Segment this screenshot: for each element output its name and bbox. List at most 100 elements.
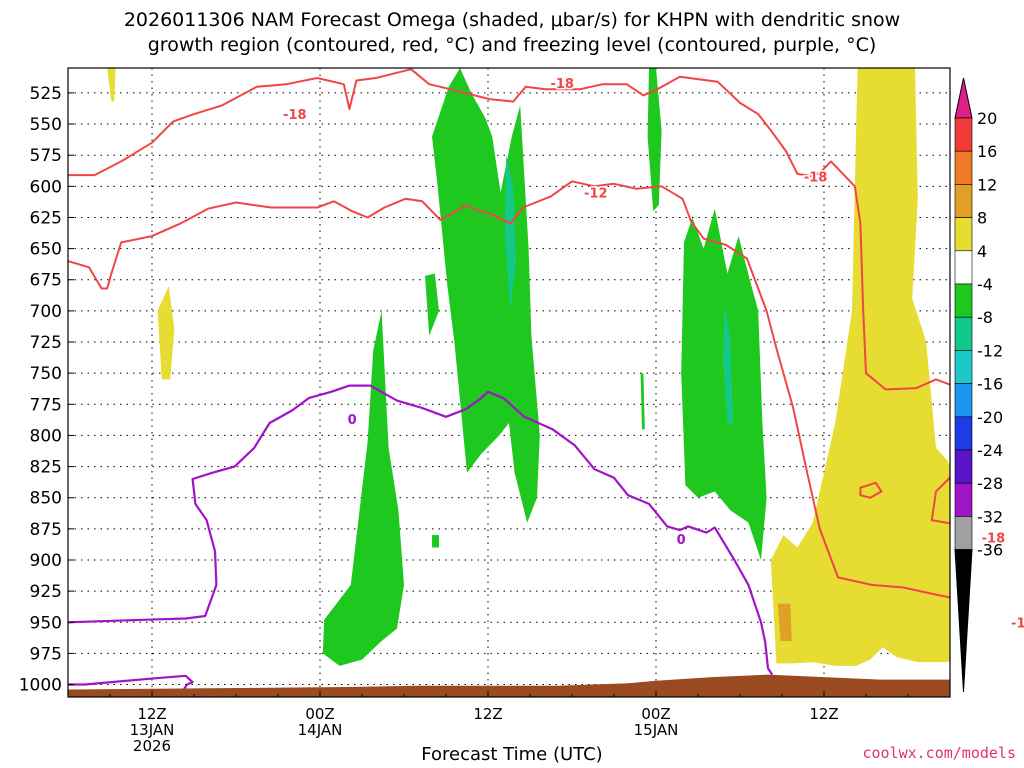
rising-band-4 (432, 68, 540, 523)
colorbar-label: -8 (977, 308, 993, 327)
rising-band-8 (681, 208, 767, 560)
y-tick-label: 825 (30, 458, 62, 478)
omega-shading (107, 68, 1001, 666)
sinking-band-2 (157, 286, 175, 380)
y-tick-label: 750 (30, 364, 62, 384)
rising-band-9 (723, 304, 733, 423)
colorbar-label: -36 (977, 541, 1003, 560)
colorbar-bin (954, 350, 973, 384)
contour-label: -18 (804, 170, 828, 185)
y-tick-label: 775 (30, 395, 62, 415)
y-tick-label: 600 (30, 177, 62, 197)
y-tick-label: 575 (30, 146, 62, 166)
colorbar-bin (954, 283, 973, 318)
temperature-contours (68, 68, 1024, 694)
contour-label: -18 (982, 532, 1006, 547)
dgz-contour-minus18-b (1017, 236, 1024, 666)
x-tick-label: 2026 (133, 737, 171, 755)
y-tick-label: 925 (30, 582, 62, 602)
contour-label: -18 (550, 77, 574, 92)
y-tick-label: 725 (30, 333, 62, 353)
x-axis-title: Forecast Time (UTC) (421, 744, 603, 765)
rising-band-5 (504, 155, 516, 311)
freezing-level-0C-surface (68, 674, 194, 694)
rising-band-3 (432, 535, 439, 548)
rising-band-6 (647, 68, 662, 212)
y-tick-label: 650 (30, 240, 62, 260)
y-tick-label: 850 (30, 489, 62, 509)
contour-label: 0 (677, 533, 686, 548)
colorbar-bin (954, 416, 973, 451)
contour-label: -18 (283, 108, 307, 123)
y-tick-label: 525 (30, 84, 62, 104)
x-tick-label: 12Z (809, 705, 838, 723)
dgz-contour-minus12-a (68, 180, 950, 599)
colorbar-label: -24 (977, 441, 1003, 460)
colorbar-label: -4 (977, 275, 993, 294)
ground-surface (68, 674, 950, 697)
y-tick-label: 875 (30, 520, 62, 540)
colorbar-label: -32 (977, 507, 1003, 526)
contour-labels: -18 -18 -18 -12 -18 -12 0 0 (282, 75, 1024, 632)
y-tick-label: 700 (30, 302, 62, 322)
colorbar-label: 16 (977, 142, 997, 161)
rising-band-2 (425, 273, 439, 336)
colorbar-bottom-arrow (954, 549, 973, 693)
sinking-band-6 (777, 603, 792, 641)
colorbar-bin (954, 383, 973, 418)
colorbar-label: -12 (977, 341, 1003, 360)
dgz-contour-minus18-a (68, 68, 950, 525)
colorbar-label: -28 (977, 474, 1003, 493)
colorbar-label: -16 (977, 375, 1003, 394)
rising-band-1 (322, 310, 404, 666)
site-credit[interactable]: coolwx.com/models (862, 744, 1016, 762)
x-tick-label: 00Z (641, 705, 670, 723)
y-axis: 525 550 575 600 625 650 675 700 725 750 775 800 825 8… (19, 84, 74, 696)
sinking-band-5 (984, 68, 1001, 261)
y-tick-label: 900 (30, 551, 62, 571)
freezing-level-0C (68, 384, 774, 676)
y-tick-label: 800 (30, 426, 62, 446)
colorbar-bin (954, 482, 973, 517)
contour-label: -12 (1011, 616, 1024, 631)
chart-title-line-1: 2026011306 NAM Forecast Omega (shaded, μ… (123, 9, 901, 31)
x-tick-label: 14JAN (298, 721, 343, 739)
y-tick-label: 625 (30, 208, 62, 228)
x-tick-label: 12Z (473, 705, 502, 723)
colorbar-label: 12 (977, 175, 997, 194)
colorbar-label: 4 (977, 242, 987, 261)
colorbar-label: 20 (977, 109, 997, 128)
dgz-contour-minus18-small (859, 481, 883, 499)
contour-label: -12 (584, 187, 608, 202)
y-tick-label: 975 (30, 644, 62, 664)
y-tick-label: 550 (30, 115, 62, 135)
sinking-band-1 (107, 68, 116, 102)
chart-title-line-2: growth region (contoured, red, °C) and f… (147, 34, 877, 56)
colorbar-bin (954, 184, 973, 218)
y-tick-label: 1000 (19, 676, 62, 696)
colorbar-bin (954, 316, 973, 351)
x-tick-label: 13JAN (130, 721, 175, 739)
x-tick-label: 12Z (137, 705, 166, 723)
colorbar-bin (954, 117, 973, 152)
y-tick-label: 675 (30, 271, 62, 291)
colorbar-label: 8 (977, 209, 987, 228)
colorbar-bin (954, 150, 973, 185)
colorbar-bin (954, 250, 973, 285)
colorbar-label: -20 (977, 408, 1003, 427)
x-tick-label: 15JAN (634, 721, 679, 739)
terrain-layer (68, 674, 950, 697)
contour-label: 0 (348, 413, 357, 428)
colorbar-bin (954, 217, 973, 252)
x-tick-label: 00Z (305, 705, 334, 723)
colorbar-bin (954, 516, 973, 550)
colorbar-bin (954, 449, 973, 484)
y-tick-label: 950 (30, 613, 62, 633)
colorbar: 20 16 12 8 4 -4 -8 -12 -16 -20 -24 -28 -32 -36 (954, 77, 1003, 693)
plot-frame (67, 67, 951, 698)
sinking-band-3 (770, 68, 950, 666)
rising-band-7 (640, 373, 645, 430)
colorbar-top-arrow (954, 77, 973, 119)
